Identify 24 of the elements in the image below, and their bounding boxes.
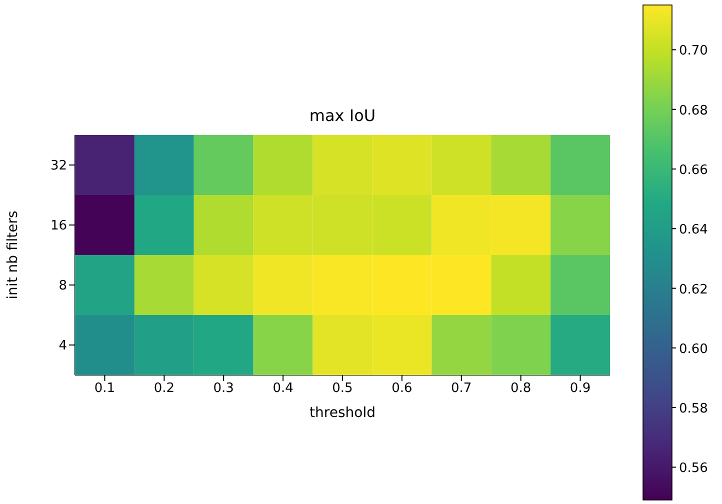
color-bar-label: 0.70 xyxy=(679,44,708,59)
x-tick-label: 0.7 xyxy=(451,381,472,396)
color-bar-label: 0.58 xyxy=(679,402,708,417)
y-tick-label: 8 xyxy=(58,278,67,294)
x-tick-label: 0.6 xyxy=(392,381,412,396)
x-tick-label: 0.3 xyxy=(213,381,234,396)
color-bar-label: 0.68 xyxy=(679,103,708,118)
color-bar-label: 0.66 xyxy=(679,163,708,178)
x-axis-title: threshold xyxy=(310,405,376,421)
color-bar-label: 0.62 xyxy=(679,282,708,298)
x-tick-label: 0.8 xyxy=(510,381,532,396)
x-tick-label: 0.5 xyxy=(332,381,353,396)
color-bar-label: 0.60 xyxy=(679,342,708,357)
chart-title: max IoU xyxy=(308,106,377,125)
x-tick-label: 0.4 xyxy=(272,381,294,396)
x-tick-label: 0.1 xyxy=(94,381,116,396)
y-axis-title: init nb filters xyxy=(4,210,21,300)
color-bar-label: 0.64 xyxy=(679,222,708,238)
y-tick-label: 4 xyxy=(58,338,67,354)
y-tick-label: 16 xyxy=(50,218,67,234)
y-tick-label: 32 xyxy=(50,158,67,174)
x-tick-label: 0.2 xyxy=(154,381,175,396)
color-bar-label: 0.56 xyxy=(679,461,708,476)
x-tick-label: 0.9 xyxy=(570,381,591,396)
